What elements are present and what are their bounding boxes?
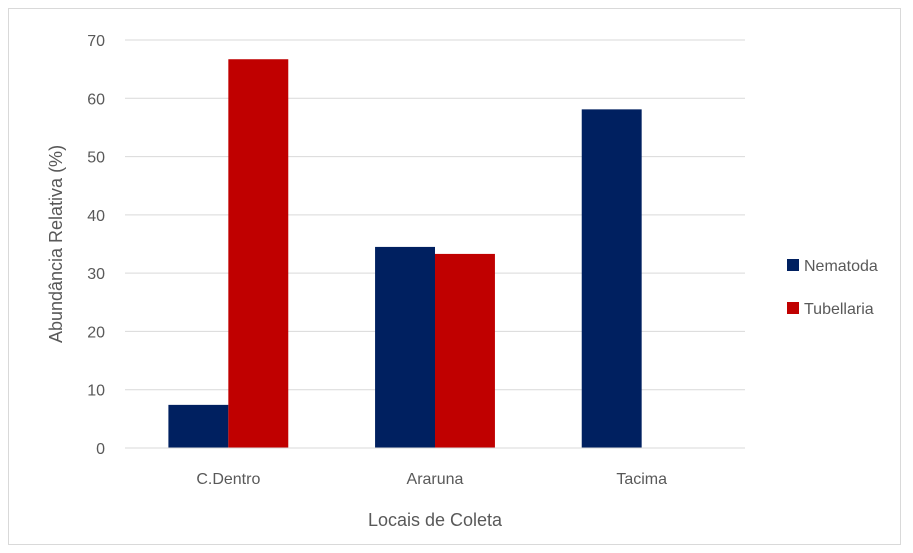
x-tick-label: Araruna — [407, 471, 464, 488]
y-tick-label: 40 — [87, 208, 105, 225]
y-axis-ticks: 0 10 20 30 40 50 60 70 — [87, 33, 105, 458]
legend-swatch-nematoda — [787, 259, 799, 271]
legend-label-tubellaria: Tubellaria — [804, 301, 874, 318]
y-axis-title: Abundância Relativa (%) — [46, 145, 66, 343]
y-tick-label: 30 — [87, 266, 105, 283]
bar-tubellaria-araruna — [435, 253, 495, 448]
y-tick-label: 10 — [87, 383, 105, 400]
y-tick-label: 20 — [87, 324, 105, 341]
x-axis-ticks: C.Dentro Araruna Tacima — [196, 471, 667, 488]
x-axis-title: Locais de Coleta — [368, 510, 503, 530]
y-tick-label: 0 — [96, 441, 105, 458]
legend: Nematoda Tubellaria — [787, 258, 878, 318]
bar-nematoda-araruna — [375, 246, 435, 448]
y-tick-label: 60 — [87, 91, 105, 108]
x-tick-label: Tacima — [616, 471, 667, 488]
y-tick-label: 70 — [87, 33, 105, 50]
y-tick-label: 50 — [87, 150, 105, 167]
bar-nematoda-c-dentro — [168, 404, 229, 448]
bar-nematoda-tacima — [581, 109, 642, 449]
bar-tubellaria-c-dentro — [228, 59, 289, 449]
x-tick-label: C.Dentro — [196, 471, 260, 488]
legend-label-nematoda: Nematoda — [804, 258, 878, 275]
bars — [168, 59, 642, 449]
legend-swatch-tubellaria — [787, 302, 799, 314]
